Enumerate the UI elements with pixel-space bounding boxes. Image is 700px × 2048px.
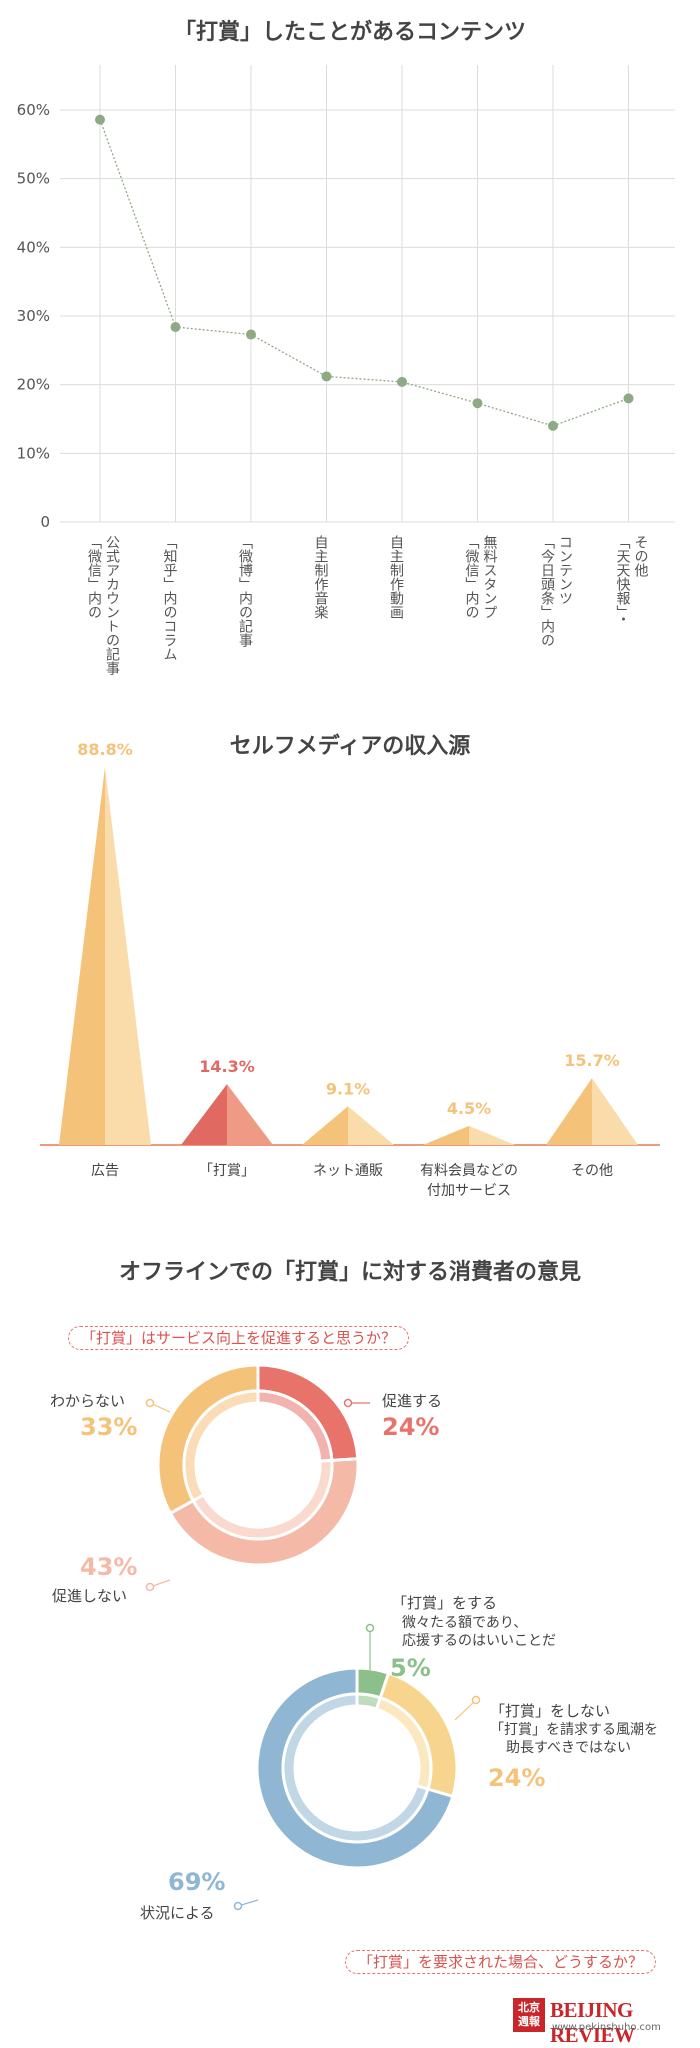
- x-tick-label: 自主制作音楽: [313, 535, 329, 619]
- x-tick-label: 「微信」内の: [86, 535, 102, 619]
- leader-dot: [145, 1582, 155, 1592]
- x-tick-label: 「微信」内の: [464, 535, 480, 619]
- x-tick-label: 「知乎」内のコラム: [162, 535, 178, 661]
- x-tick-label: 「微博」内の記事: [237, 535, 253, 647]
- x-category-label: 自主制作動画: [388, 535, 404, 619]
- question-2: 「打賞」を要求された場合、どうするか？: [345, 1950, 657, 1974]
- donut-charts: [145, 1363, 481, 1911]
- x-tick-label: 自主制作動画: [388, 535, 404, 619]
- y-tick-label: 0: [40, 513, 50, 531]
- bar-value-label: 14.3%: [199, 1057, 255, 1076]
- x-category-label: 「天天快報」・ その他: [615, 535, 649, 626]
- leader-dot: [365, 1623, 375, 1633]
- bar-left-face: [302, 1106, 348, 1145]
- website-url: www.pekinshuho.com: [552, 2022, 661, 2033]
- x-tick-label: コンテンツ: [557, 535, 573, 605]
- leader-line: [454, 1699, 477, 1721]
- x-category-label: 付加サービス: [427, 1183, 511, 1199]
- leader-dot: [343, 1398, 353, 1408]
- chart2-title: セルフメディアの収入源: [229, 734, 471, 759]
- label-do-tip: 「打賞」をする: [392, 1594, 498, 1612]
- y-tick-label: 20%: [17, 376, 50, 394]
- beijing-review-logo-mark: 北京週報: [513, 1998, 545, 2032]
- bar-right-face: [469, 1125, 515, 1145]
- data-point: [397, 376, 407, 387]
- bar-right-face: [227, 1084, 273, 1145]
- x-tick-label: 「今日頭条」内の: [539, 535, 555, 647]
- x-category-label: 「微博」内の記事: [237, 535, 253, 647]
- chart3-title: オフラインでの「打賞」に対する消費者の意見: [118, 1260, 581, 1285]
- line-chart: 010%20%30%40%50%60%「微信」内の 公式アカウントの記事 「知乎」内…: [17, 65, 675, 675]
- x-category-label: ネット通販: [313, 1163, 383, 1179]
- chart1-title: 「打賞」したことがあるコンテンツ: [173, 20, 526, 45]
- label-unknown: わからない: [50, 1392, 126, 1410]
- data-point: [623, 393, 634, 404]
- x-tick-label: 「天天快報」・: [615, 535, 631, 626]
- data-point: [548, 420, 558, 431]
- leader-dot: [233, 1901, 243, 1911]
- x-category-label: 自主制作音楽: [313, 535, 329, 619]
- label-not-promote: 促進しない: [52, 1587, 128, 1605]
- series-line: [99, 119, 629, 427]
- pct-not-promote: 43%: [80, 1553, 138, 1581]
- y-tick-label: 40%: [17, 238, 50, 256]
- donut1-slice: [156, 1363, 260, 1516]
- bar-right-face: [348, 1106, 394, 1145]
- bar-right-face: [592, 1078, 638, 1145]
- pct-unknown: 33%: [80, 1413, 138, 1441]
- data-point: [321, 371, 332, 382]
- bar-value-label: 88.8%: [77, 740, 133, 759]
- bar-left-face: [181, 1084, 227, 1145]
- x-tick-label: 公式アカウントの記事: [104, 535, 120, 675]
- pct-depends: 69%: [168, 1868, 226, 1896]
- x-category-label: 「微信」内の 公式アカウントの記事: [86, 535, 120, 675]
- x-category-label: 「今日頭条」内の コンテンツ: [539, 535, 573, 647]
- question-1: 「打賞」はサービス向上を促進すると思うか？: [68, 1326, 410, 1350]
- label-no-tip-sub-1: 「打賞」を請求する風潮を: [490, 1722, 658, 1738]
- y-tick-label: 10%: [17, 444, 50, 462]
- y-tick-label: 50%: [17, 170, 50, 188]
- data-point: [472, 398, 483, 409]
- x-category-label: 広告: [91, 1163, 119, 1179]
- label-no-tip: 「打賞」をしない: [490, 1702, 611, 1720]
- bar-value-label: 4.5%: [447, 1099, 491, 1118]
- bar-right-face: [105, 767, 151, 1145]
- bar-left-face: [546, 1078, 592, 1145]
- pct-no-tip: 24%: [488, 1764, 546, 1792]
- y-tick-label: 60%: [17, 101, 50, 119]
- label-no-tip-sub-2: 助長すべきではない: [506, 1740, 632, 1756]
- label-do-tip-sub-2: 応援するのはいいことだ: [402, 1633, 556, 1649]
- data-point: [246, 329, 256, 340]
- y-tick-label: 30%: [17, 307, 50, 325]
- x-category-label: 「打賞」: [199, 1162, 255, 1179]
- label-promote: 促進する: [382, 1392, 443, 1410]
- label-depends: 状況による: [140, 1904, 215, 1922]
- bar-left-face: [423, 1125, 469, 1145]
- data-point: [170, 321, 181, 332]
- beijing-review-logo: BEIJING REVIEW: [550, 1998, 635, 2047]
- triangle-bar-chart: 88.8% 広告 14.3% 「打賞」 9.1% ネット通販 4.5% 有料会員などの付加サー…: [40, 740, 660, 1199]
- leader-dot: [145, 1398, 155, 1408]
- pct-promote: 24%: [382, 1413, 440, 1441]
- x-category-label: 「微信」内の 無料スタンプ: [464, 535, 498, 619]
- bar-left-face: [59, 767, 105, 1145]
- data-point: [95, 114, 105, 125]
- donut2-slice-inner: [281, 1692, 430, 1844]
- pct-do-tip: 5%: [390, 1654, 431, 1682]
- x-tick-label: 無料スタンプ: [482, 535, 498, 619]
- donut1-slice-inner: [182, 1389, 260, 1503]
- bar-value-label: 9.1%: [326, 1079, 370, 1098]
- x-category-label: 有料会員などの: [420, 1163, 518, 1179]
- bar-value-label: 15.7%: [564, 1051, 620, 1070]
- x-category-label: その他: [571, 1163, 613, 1179]
- leader-dot: [471, 1695, 481, 1705]
- x-tick-label: その他: [633, 535, 649, 578]
- x-category-label: 「知乎」内のコラム: [162, 535, 178, 661]
- label-do-tip-sub-1: 微々たる額であり、: [402, 1615, 528, 1631]
